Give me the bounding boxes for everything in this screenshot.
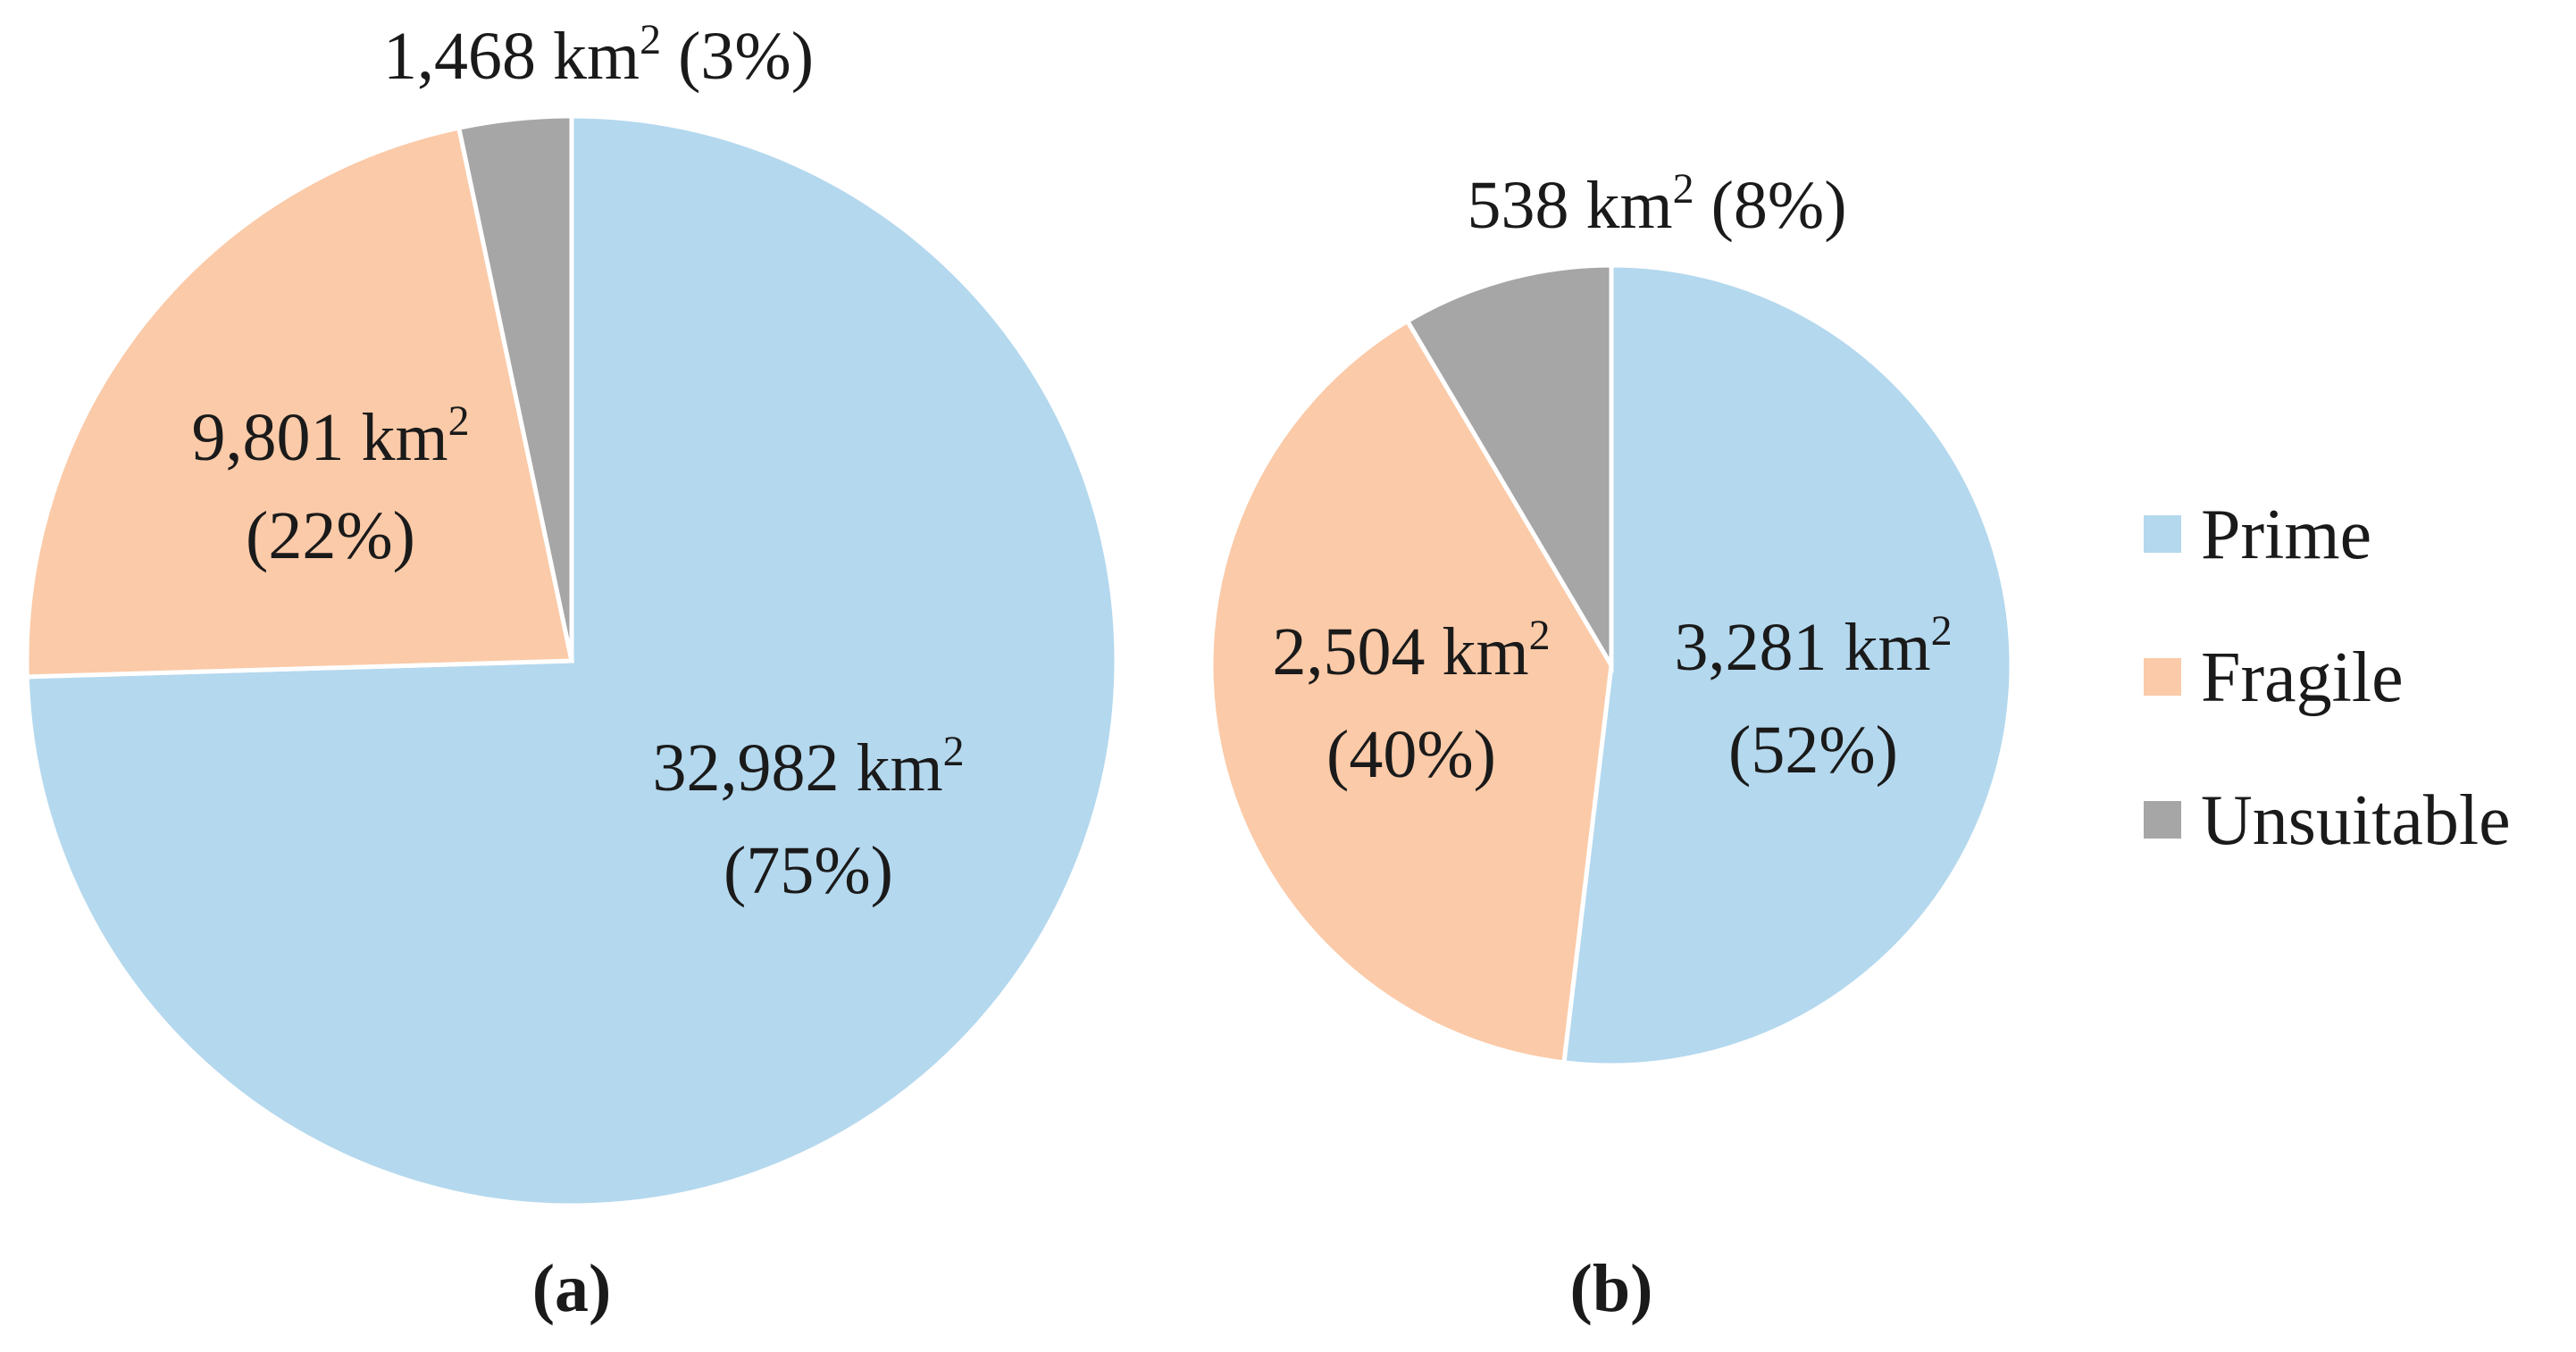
slice-label-fragile: 2,504 km2 xyxy=(1272,612,1550,689)
unit-text: km xyxy=(553,19,640,94)
slice-percent-prime: (52%) xyxy=(1728,713,1898,788)
pie-slice-fragile xyxy=(24,125,575,680)
slice-label-prime: 3,281 km2 xyxy=(1674,607,1952,685)
slice-percent-prime: (75%) xyxy=(723,833,893,908)
slice-value-text: 2,504 xyxy=(1272,614,1442,689)
pie-slice-unsuitable xyxy=(456,113,574,662)
slice-label-fragile: 9,801 km2 xyxy=(191,397,469,475)
pie-slice-prime xyxy=(1561,263,2014,1068)
legend-label-prime: Prime xyxy=(2201,496,2371,574)
slice-label-prime: 32,982 km2 xyxy=(652,728,964,805)
chart-caption: (b) xyxy=(1570,1251,1653,1326)
slice-label-unsuitable: 538 km2 (8%) xyxy=(1467,165,1846,243)
legend-label-fragile: Fragile xyxy=(2201,638,2404,717)
unit-exponent: 2 xyxy=(1931,607,1953,655)
pie-chart-a: 32,982 km2(75%)9,801 km2(22%)1,468 km2 (… xyxy=(24,16,1119,1326)
unit-text: km xyxy=(1585,168,1672,243)
pie-slice-fragile xyxy=(1209,318,1614,1065)
slice-percent-fragile: (22%) xyxy=(246,498,415,573)
slice-percent-text: (8%) xyxy=(1694,168,1847,243)
slice-value-text: 1,468 xyxy=(383,19,553,94)
unit-exponent: 2 xyxy=(1673,165,1694,213)
legend-swatch-fragile xyxy=(2144,658,2181,696)
slice-percent-fragile: (40%) xyxy=(1326,717,1496,792)
legend: Prime Fragile Unsuitable xyxy=(2144,496,2511,860)
slice-value-text: 32,982 xyxy=(652,730,856,805)
slice-value-text: 3,281 xyxy=(1674,610,1844,685)
unit-exponent: 2 xyxy=(1529,612,1551,659)
unit-text: km xyxy=(1442,614,1528,689)
unit-exponent: 2 xyxy=(943,728,965,775)
pie-slice-unsuitable xyxy=(1404,263,1614,674)
chart-caption: (a) xyxy=(532,1251,612,1326)
legend-swatch-unsuitable xyxy=(2144,801,2181,839)
slice-value-text: 538 xyxy=(1467,168,1585,243)
unit-text: km xyxy=(1844,610,1930,685)
unit-text: km xyxy=(361,400,447,475)
unit-text: km xyxy=(856,730,942,805)
slice-percent-text: (3%) xyxy=(661,19,814,94)
unit-exponent: 2 xyxy=(640,16,661,63)
unit-exponent: 2 xyxy=(448,397,470,445)
pie-chart-b: 3,281 km2(52%)2,504 km2(40%)538 km2 (8%)… xyxy=(1209,165,2014,1326)
legend-swatch-prime xyxy=(2144,515,2181,553)
legend-label-unsuitable: Unsuitable xyxy=(2201,781,2511,860)
slice-value-text: 9,801 xyxy=(191,400,361,475)
slice-label-unsuitable: 1,468 km2 (3%) xyxy=(383,16,814,94)
